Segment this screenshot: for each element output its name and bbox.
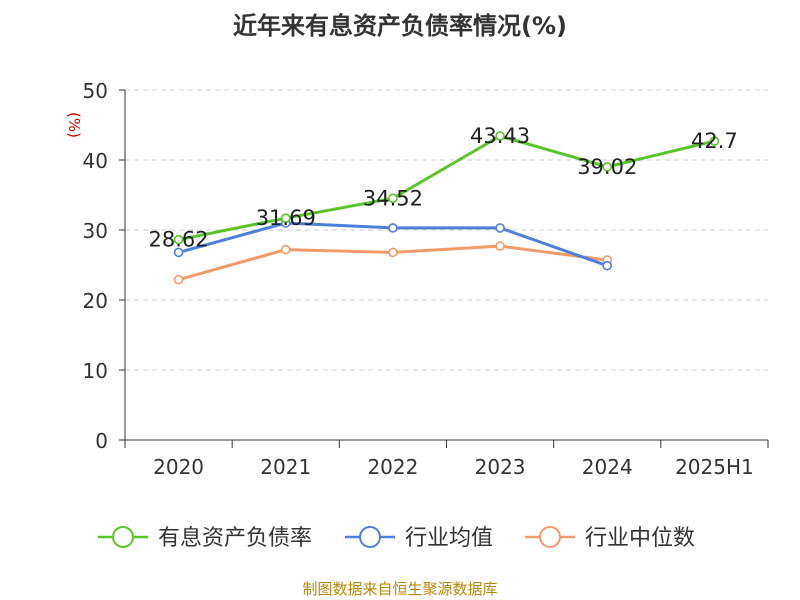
data-point xyxy=(388,223,398,233)
data-point xyxy=(173,247,184,258)
y-tick-label: 30 xyxy=(83,219,108,243)
y-tick-label: 20 xyxy=(83,289,108,313)
data-label: 39.02 xyxy=(577,155,637,179)
y-tick-label: 0 xyxy=(95,429,108,453)
x-tick-label: 2024 xyxy=(582,455,633,479)
y-axis-label: (%) xyxy=(65,112,83,138)
data-point xyxy=(602,260,613,271)
legend-label: 行业均值 xyxy=(405,526,493,551)
source-note: 制图数据来自恒生聚源数据库 xyxy=(302,580,498,598)
x-tick-label: 2025H1 xyxy=(675,455,754,479)
legend-marker xyxy=(112,526,134,548)
data-point xyxy=(173,234,184,245)
data-point xyxy=(602,162,613,172)
y-tick-label: 10 xyxy=(83,359,108,383)
legend-label: 有息资产负债率 xyxy=(158,526,312,551)
legend-marker xyxy=(539,526,561,548)
legend: 有息资产负债率 行业均值 行业中位数 xyxy=(98,526,695,551)
x-tick-label: 2022 xyxy=(367,455,418,479)
y-tick-label: 50 xyxy=(83,79,108,103)
data-point xyxy=(388,247,398,258)
x-tick-label: 2023 xyxy=(475,455,526,479)
data-point xyxy=(709,136,720,146)
x-tick-label: 2021 xyxy=(260,455,311,479)
data-label: 31.69 xyxy=(256,206,316,230)
legend-marker xyxy=(359,526,381,548)
series-lines xyxy=(173,131,720,285)
grid-lines xyxy=(125,89,768,371)
axes: 0 10 20 30 40 50 2020 2021 2022 2023 2024 2025H1 (%) xyxy=(65,79,769,479)
data-point xyxy=(173,274,184,285)
data-point xyxy=(495,131,505,141)
data-label: 34.52 xyxy=(363,186,423,210)
data-point xyxy=(388,193,398,204)
x-tick-label: 2020 xyxy=(153,455,204,479)
data-labels: 28.62 31.69 34.52 43.43 39.02 42.7 xyxy=(149,124,738,252)
chart-title: 近年来有息资产负债率情况(%) xyxy=(233,12,567,40)
data-point xyxy=(280,244,291,255)
data-label: 28.62 xyxy=(149,228,209,252)
data-point xyxy=(280,213,291,223)
data-label: 42.7 xyxy=(691,129,738,153)
data-point xyxy=(495,223,505,233)
series-line xyxy=(178,134,715,242)
data-point xyxy=(495,241,505,251)
data-label: 43.43 xyxy=(470,124,530,148)
y-tick-label: 40 xyxy=(83,149,108,173)
legend-label: 行业中位数 xyxy=(585,526,695,551)
